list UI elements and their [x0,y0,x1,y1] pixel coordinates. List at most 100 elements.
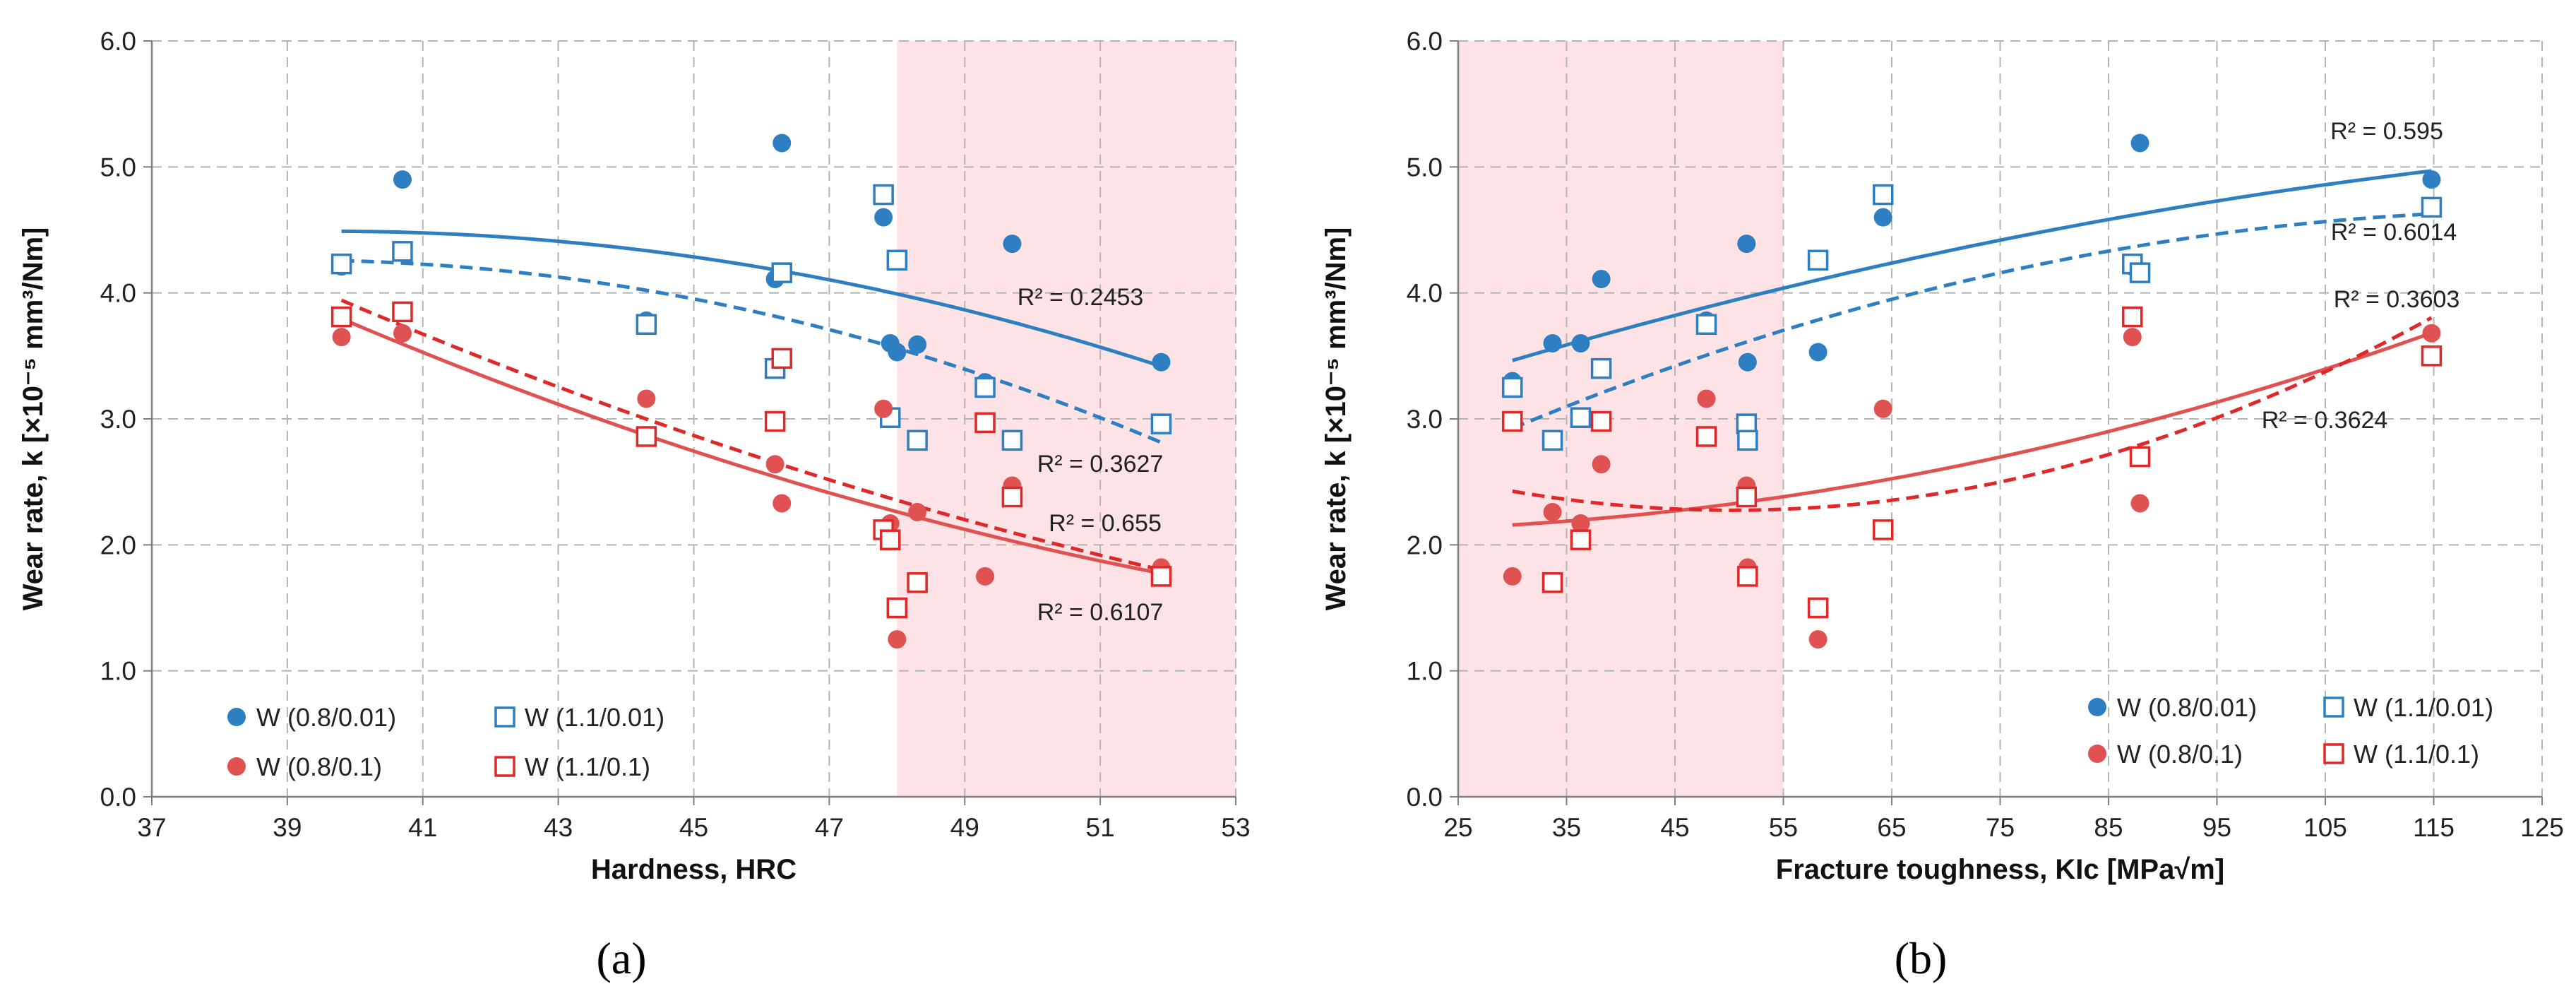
x-tick-label: 25 [1443,813,1472,842]
data-point [332,328,351,347]
x-tick-label: 115 [2413,813,2455,842]
legend-entry: W (1.1/0.1) [2354,740,2479,769]
data-point [2421,196,2443,218]
data-point [2129,446,2151,468]
r2-label: R² = 0.3627 [1037,451,1164,478]
data-point [888,343,907,362]
trend-line-1 [1512,169,2432,362]
series-2 [1502,184,2443,451]
legend-marker [2323,743,2344,764]
y-tick-label: 3.0 [100,405,136,434]
legend-marker [494,706,515,728]
y-tick-label: 4.0 [100,279,136,308]
x-tick-label: 95 [2202,813,2231,842]
data-point [392,241,413,262]
trend-line-4 [340,298,1162,572]
data-point [1736,486,1758,508]
legend-entry: W (1.1/0.01) [525,703,664,732]
y-tick-label: 2.0 [100,530,136,559]
x-tick-label: 43 [544,813,573,842]
x-tick-label: 105 [2303,813,2347,842]
y-tick-label: 0.0 [1407,783,1443,812]
chart-panel-b: 25 35 45 55 65 75 85 95 105 115 125 0.0 1.0 2.0 3.0 4.0… [1320,27,2564,983]
r2-label: R² = 0.6014 [2331,219,2457,246]
series-4 [1502,306,2443,619]
x-tick-label: 65 [1877,813,1906,842]
legend-entry: W (0.8/0.01) [256,703,396,732]
data-point [1592,455,1611,474]
data-point [1872,519,1894,540]
data-point [874,399,893,418]
x-tick-label: 75 [1986,813,2015,842]
legend-marker [494,756,515,777]
trend-line-3 [1512,331,2433,527]
x-tick-label: 55 [1769,813,1798,842]
x-tick-label: 85 [2094,813,2123,842]
r2-label: R² = 0.655 [1049,510,1162,537]
data-point [1590,410,1612,432]
trend-line-1 [341,229,1162,368]
x-tick-label: 53 [1221,813,1250,842]
data-point [1872,184,1894,206]
trend-line-2 [1511,212,2432,430]
y-tick-label: 2.0 [1407,530,1443,559]
legend-marker [227,708,246,726]
x-axis-title: Hardness, HRC [591,854,797,885]
data-point [1571,514,1590,533]
data-point [1542,572,1563,593]
data-point [1807,249,1829,271]
r2-label: R² = 0.2453 [1018,284,1144,311]
data-point [1543,334,1562,352]
data-point [773,134,792,153]
data-point [907,429,928,451]
legend-entry: W (0.8/0.1) [256,752,382,781]
x-tick-label: 45 [679,813,708,842]
data-point [1808,630,1827,649]
r2-label: R² = 0.595 [2330,118,2443,145]
trend-line-3 [340,316,1162,576]
data-point [765,455,785,474]
x-axis-title: Fracture toughness, KIc [MPa√m] [1776,854,2224,885]
data-point [2130,134,2149,153]
data-point [1592,270,1611,289]
data-point [771,348,792,369]
data-point [1571,334,1590,352]
legend-entry: W (0.8/0.1) [2117,740,2243,769]
data-point [1808,343,1827,362]
trend-line-2 [341,259,1162,444]
r2-label: R² = 0.6107 [1037,599,1164,626]
data-point [1503,567,1522,586]
y-tick-label: 5.0 [1407,153,1443,182]
data-point [1590,357,1612,379]
x-tick-label: 35 [1552,813,1581,842]
data-point [1695,314,1717,335]
legend-entry: W (0.8/0.01) [2117,693,2257,722]
data-point [908,335,927,354]
data-point [2129,262,2151,283]
y-tick-label: 1.0 [1407,657,1443,686]
data-point [1737,235,1756,254]
legend-entry: W (1.1/0.1) [525,752,650,781]
data-point [1873,399,1892,418]
data-point [392,301,413,323]
data-point [886,249,908,271]
data-point [1570,529,1592,550]
data-point [636,426,657,447]
data-point [2421,345,2443,367]
x-tick-label: 41 [408,813,437,842]
data-point [636,314,657,335]
data-point [1807,597,1829,619]
r2-label: R² = 0.3603 [2334,286,2460,313]
data-point [1873,208,1892,227]
data-point [873,184,894,206]
data-point [976,567,995,586]
y-tick-label: 6.0 [100,27,136,56]
data-point [974,412,996,434]
data-point [330,253,352,275]
data-point [1152,352,1171,372]
data-point [886,597,908,619]
x-tick-label: 51 [1086,813,1115,842]
y-tick-label: 0.0 [100,783,136,812]
x-tick-label: 49 [950,813,979,842]
